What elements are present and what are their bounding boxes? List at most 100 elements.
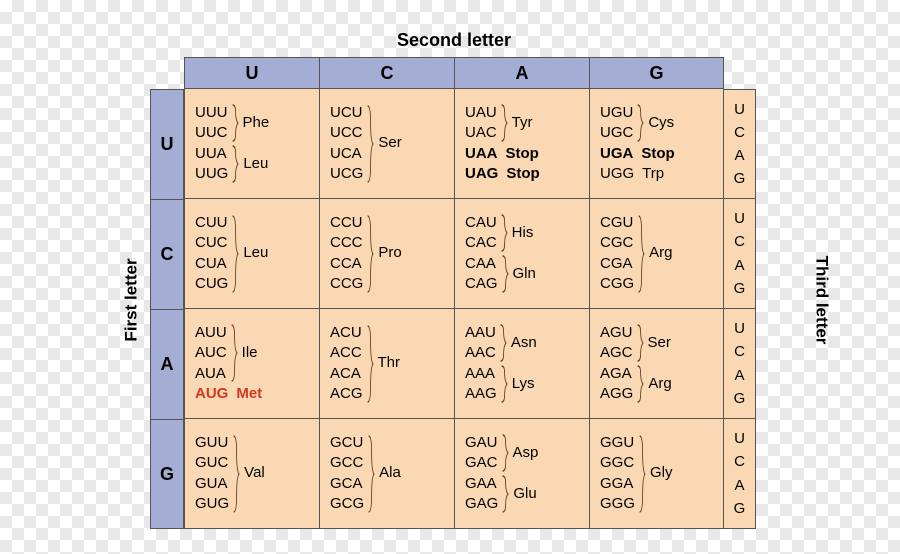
brace-icon [368,434,375,514]
codon: UAU [465,103,497,123]
amino-acid: Phe [243,113,270,133]
brace-icon [637,364,644,404]
third-letter-value: C [734,340,745,363]
brace-icon [638,434,645,514]
amino-acid: Lys [512,374,535,394]
codon-group: CGUCGCCGACGG Arg [600,213,673,294]
brace-icon [231,103,238,143]
codon: CCG [330,274,363,294]
codon: UGU [600,103,633,123]
codon: CGC [600,233,634,253]
table-row: GUUGUCGUAGUG ValGCUGCCGCAGCG AlaGAUGAC A… [184,419,724,529]
codon: GUU [195,433,229,453]
brace-icon [230,323,237,383]
amino-acid: Gln [513,264,536,284]
codon-line: AUGMet [195,384,262,404]
codon-cell: UAUUAC TyrUAAStopUAGStop [454,89,589,199]
third-letter-value: A [734,364,744,387]
amino-acid: Val [244,463,265,483]
codon: UAG [465,164,498,184]
codon: AAC [465,343,496,363]
first-letter-label: First letter [122,258,142,341]
codon: UCA [330,144,363,164]
amino-acid: Tyr [512,113,533,133]
third-letter-value: G [734,167,746,190]
third-letter-column: UCAGUCAGUCAGUCAG [724,89,756,529]
codon: GAA [465,474,498,494]
codon-grid: UUUUUC PheUUAUUG LeuUCUUCCUCAUCG SerUAUU… [184,89,724,529]
codon-line: UGGTrp [600,164,675,184]
codon-line: UAAStop [465,144,540,164]
third-letter-cell: UCAG [724,89,756,199]
codon: UAA [465,144,498,164]
third-letter-value: U [734,207,745,230]
codon: GUC [195,453,229,473]
codon: GUA [195,474,229,494]
amino-acid: Ser [648,333,671,353]
codon: UGG [600,164,634,184]
third-letter-value: A [734,254,744,277]
codon-group: AGUAGC Ser [600,323,672,364]
brace-icon [367,104,374,184]
brace-icon [500,103,507,143]
codon: AUA [195,364,227,384]
codon: GGG [600,494,635,514]
codon: CUC [195,233,228,253]
amino-acid: Glu [513,484,536,504]
codon-cell: UCUUCCUCAUCG Ser [319,89,454,199]
codon-group: ACUACCACAACG Thr [330,323,400,404]
codon-cell: GUUGUCGUAGUG Val [184,419,319,529]
codon-cell: UUUUUC PheUUAUUG Leu [184,89,319,199]
table-row: AUUAUCAUA IleAUGMet ACUACCACAACG Thr AAUAA… [184,309,724,419]
brace-icon [232,214,239,294]
codon: AGA [600,364,633,384]
third-letter-value: U [734,317,745,340]
amino-acid: Leu [243,154,268,174]
codon-table: Second letter First letter Third letter … [150,30,756,529]
brace-icon [233,434,240,514]
amino-acid: Ser [378,133,401,153]
codon: AGC [600,343,633,363]
codon: UCC [330,123,363,143]
codon-group: CUUCUCCUACUG Leu [195,213,268,294]
third-letter-value: U [734,427,745,450]
second-letter-header: C [319,57,454,89]
codon: CCC [330,233,363,253]
amino-acid: Ile [242,343,258,363]
codon: CGG [600,274,634,294]
codon: CUG [195,274,228,294]
codon-group: UAUUAC Tyr [465,103,540,144]
second-letter-header: G [589,57,724,89]
second-letter-header: A [454,57,589,89]
brace-icon [367,214,374,294]
amino-acid: Pro [378,243,401,263]
codon-group: GAAGAG Glu [465,474,538,515]
codon-group: CAUCAC His [465,213,536,254]
first-letter-header: G [150,419,184,529]
brace-icon [501,254,508,294]
table-row: UUUUUC PheUUAUUG LeuUCUUCCUCAUCG SerUAUU… [184,89,724,199]
codon: AUU [195,323,227,343]
codon: AGG [600,384,633,404]
table-row: CUUCUCCUACUG LeuCCUCCCCCACCG ProCAUCAC H… [184,199,724,309]
amino-acid: Met [236,384,262,404]
third-letter-value: C [734,121,745,144]
codon: CAC [465,233,497,253]
codon-group: UUAUUG Leu [195,144,269,185]
third-letter-value: G [734,387,746,410]
codon-cell: UGUUGC CysUGAStopUGGTrp [589,89,724,199]
brace-icon [499,323,506,363]
codon-group: AUUAUCAUA Ile [195,323,262,384]
codon-line: UGAStop [600,144,675,164]
codon-cell: GAUGAC AspGAAGAG Glu [454,419,589,529]
codon-cell: CCUCCCCCACCG Pro [319,199,454,309]
codon: AAU [465,323,496,343]
codon: GGC [600,453,635,473]
codon: UUC [195,123,228,143]
codon-cell: AGUAGC SerAGAAGG Arg [589,309,724,419]
third-letter-value: C [734,230,745,253]
brace-icon [501,433,508,473]
first-letter-header: A [150,309,184,419]
codon-cell: CAUCAC HisCAACAG Gln [454,199,589,309]
brace-icon [232,144,239,184]
